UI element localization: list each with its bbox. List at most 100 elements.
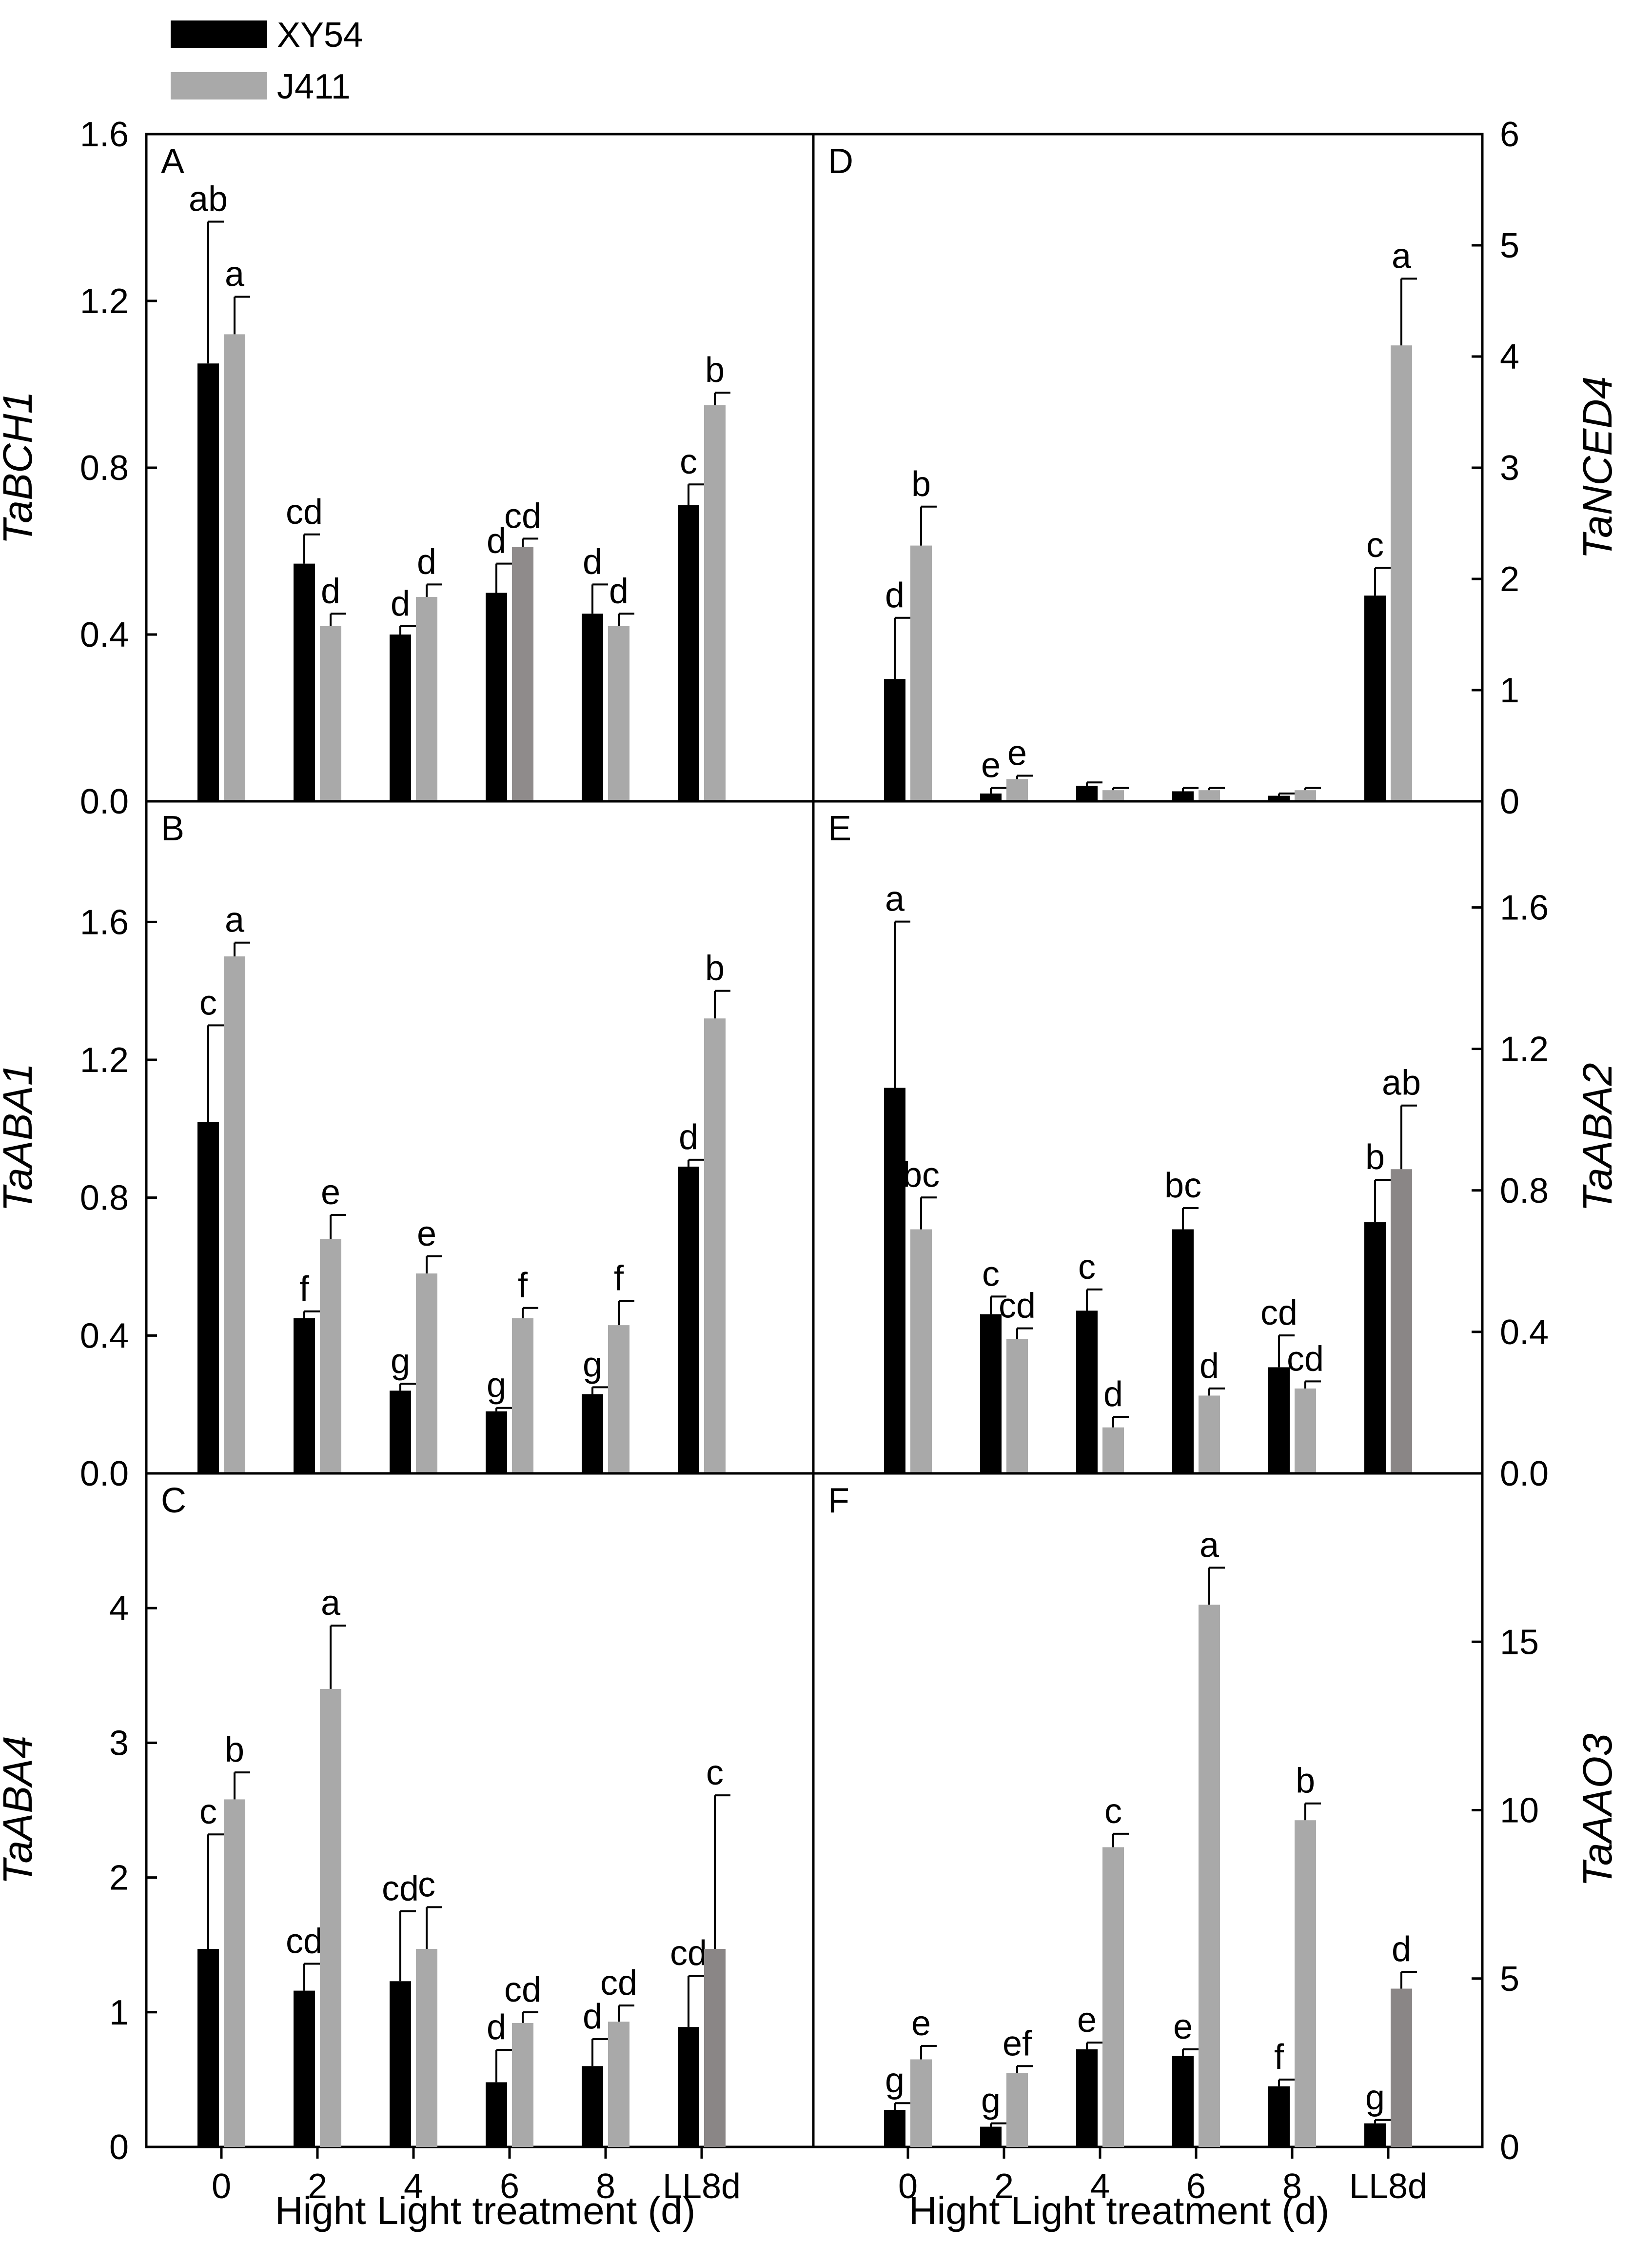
y-axis-label: TaNCED4: [1574, 376, 1620, 559]
y-tick-label: 2: [1500, 560, 1519, 599]
bar: [224, 334, 245, 801]
bar: [884, 2110, 905, 2147]
bar: [608, 626, 629, 801]
bar: [980, 2126, 1002, 2147]
bar: [884, 679, 905, 801]
bar: [582, 2066, 603, 2147]
bar: [1199, 1605, 1220, 2147]
bar: [416, 597, 437, 801]
legend-label-j411: J411: [277, 67, 351, 106]
y-tick-label: 0.8: [80, 449, 129, 488]
significance-letter: e: [417, 1214, 436, 1253]
bar: [390, 1981, 411, 2147]
significance-letter: g: [583, 1345, 602, 1384]
significance-letter: c: [199, 1792, 217, 1831]
significance-letter: d: [1103, 1375, 1123, 1414]
panel-frame: [812, 1472, 1484, 2148]
significance-letter: f: [614, 1259, 624, 1298]
significance-letter: e: [911, 2004, 931, 2043]
significance-letter: g: [1365, 2078, 1385, 2117]
significance-letter: d: [321, 572, 340, 611]
y-tick-label: 5: [1500, 1960, 1519, 1999]
significance-letter: bc: [903, 1155, 940, 1194]
bar: [1364, 595, 1386, 801]
significance-letter: f: [518, 1266, 528, 1305]
significance-letter: c: [1078, 1248, 1096, 1287]
y-axis-label: TaABA2: [1574, 1063, 1620, 1211]
significance-letter: d: [885, 576, 905, 615]
legend-label-xy54: XY54: [277, 16, 363, 55]
bar: [910, 1229, 932, 1473]
panel-id-label: A: [161, 142, 184, 181]
bar: [224, 956, 245, 1473]
x-tick-label: 8: [596, 2167, 615, 2206]
y-tick-label: 0.0: [1500, 1454, 1549, 1493]
bar: [1268, 795, 1290, 801]
bar: [582, 1394, 603, 1473]
bar: [1364, 1222, 1386, 1473]
significance-letter: b: [225, 1730, 244, 1769]
y-tick-label: 6: [1500, 115, 1519, 154]
y-tick-label: 0: [1500, 2128, 1519, 2167]
y-tick-label: 1.2: [1500, 1030, 1549, 1069]
significance-letter: d: [1392, 1930, 1411, 1969]
bar: [1364, 2123, 1386, 2147]
y-tick-label: 1.2: [80, 1041, 129, 1080]
bar: [294, 563, 315, 801]
y-tick-label: 0.0: [80, 782, 129, 821]
significance-letter: b: [1365, 1138, 1385, 1177]
bar: [678, 2027, 699, 2147]
panel-b: B 0.0 0.4 0.8 1.2 1.6 TaABA1 c a f e g e g f g f d b: [0, 800, 815, 1493]
bar: [1295, 1820, 1316, 2147]
bar: [1391, 1169, 1412, 1473]
bar: [582, 614, 603, 801]
significance-letter: cd: [286, 1922, 323, 1961]
significance-letter: a: [225, 901, 245, 940]
bar: [224, 1799, 245, 2147]
y-tick-label: 3: [1500, 449, 1519, 488]
significance-letter: cd: [504, 1970, 541, 2009]
bar: [320, 1688, 341, 2147]
significance-letter: c: [199, 983, 217, 1022]
bar: [1391, 1988, 1412, 2147]
y-tick-label: 1: [109, 1993, 129, 2032]
bar: [704, 1948, 726, 2147]
significance-letter: cd: [286, 493, 323, 532]
bar: [416, 1273, 437, 1473]
x-tick-label: 6: [500, 2167, 519, 2206]
y-tick-label: 4: [109, 1589, 129, 1628]
y-tick-label: 1.6: [1500, 889, 1549, 928]
x-tick-label: 0: [898, 2167, 918, 2206]
panel-d: D 0 1 2 3 4 5 6 TaNCED4 d b e e c a: [812, 115, 1620, 821]
bar: [1006, 1339, 1028, 1473]
significance-letter: d: [583, 1997, 602, 2036]
bar: [320, 626, 341, 801]
significance-letter: c: [418, 1865, 435, 1904]
bar: [1391, 345, 1412, 801]
x-tick-label: 6: [1186, 2167, 1206, 2206]
bar: [1268, 2086, 1290, 2147]
bar: [704, 1018, 726, 1473]
significance-letter: cd: [382, 1869, 419, 1908]
significance-letter: ab: [1382, 1064, 1421, 1103]
bar: [512, 547, 533, 801]
y-tick-label: 1.6: [80, 115, 129, 154]
bar: [1295, 1388, 1316, 1473]
significance-letter: f: [299, 1270, 310, 1309]
y-tick-label: 1.6: [80, 903, 129, 942]
significance-letter: a: [321, 1584, 341, 1623]
y-tick-label: 3: [109, 1724, 129, 1763]
bar: [1172, 791, 1194, 801]
panel-id-label: D: [828, 142, 853, 181]
y-tick-label: 0.4: [1500, 1313, 1549, 1352]
bar: [486, 593, 507, 801]
bar: [1102, 790, 1124, 801]
legend: XY54 J411: [171, 16, 363, 106]
significance-letter: cd: [1260, 1293, 1298, 1332]
y-tick-label: 2: [109, 1859, 129, 1898]
significance-letter: e: [981, 746, 1001, 785]
